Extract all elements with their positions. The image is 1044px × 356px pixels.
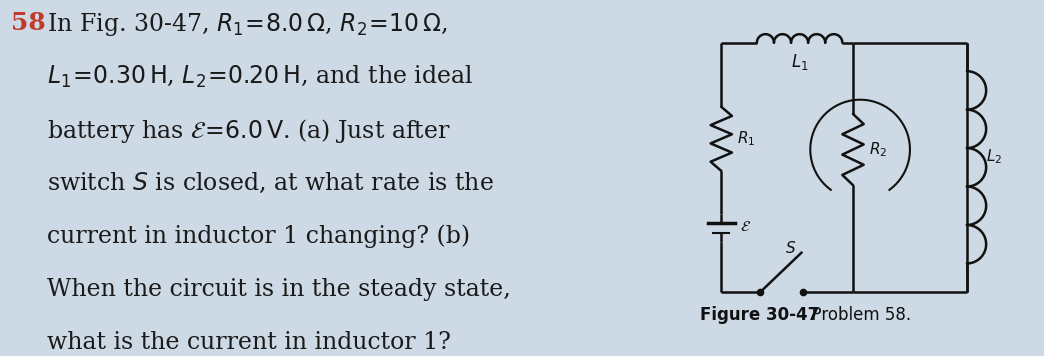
Text: $R_1$: $R_1$: [737, 130, 756, 148]
Text: battery has $\mathcal{E}\!=\!6.0\,\mathrm{V}$. (a) Just after: battery has $\mathcal{E}\!=\!6.0\,\mathr…: [47, 117, 450, 146]
Text: Figure 30-47: Figure 30-47: [699, 306, 820, 324]
Text: Problem 58.: Problem 58.: [802, 306, 911, 324]
Text: $L_1\!=\!0.30\,\mathrm{H}$, $L_2\!=\!0.20\,\mathrm{H}$, and the ideal: $L_1\!=\!0.30\,\mathrm{H}$, $L_2\!=\!0.2…: [47, 64, 473, 90]
Text: $L_2$: $L_2$: [987, 147, 1002, 166]
Text: When the circuit is in the steady state,: When the circuit is in the steady state,: [47, 278, 511, 301]
Text: In Fig. 30-47, $R_1\!=\!8.0\,\Omega$, $R_2\!=\!10\,\Omega$,: In Fig. 30-47, $R_1\!=\!8.0\,\Omega$, $R…: [47, 11, 448, 38]
Text: $L_1$: $L_1$: [790, 52, 808, 72]
Text: current in inductor 1 changing? (b): current in inductor 1 changing? (b): [47, 224, 470, 248]
Text: $R_2$: $R_2$: [869, 140, 887, 159]
Text: switch $S$ is closed, at what rate is the: switch $S$ is closed, at what rate is th…: [47, 171, 494, 195]
Text: what is the current in inductor 1?: what is the current in inductor 1?: [47, 331, 450, 354]
Text: $\mathcal{E}$: $\mathcal{E}$: [740, 220, 751, 234]
Text: $S$: $S$: [785, 240, 797, 256]
Text: 58: 58: [11, 11, 46, 35]
